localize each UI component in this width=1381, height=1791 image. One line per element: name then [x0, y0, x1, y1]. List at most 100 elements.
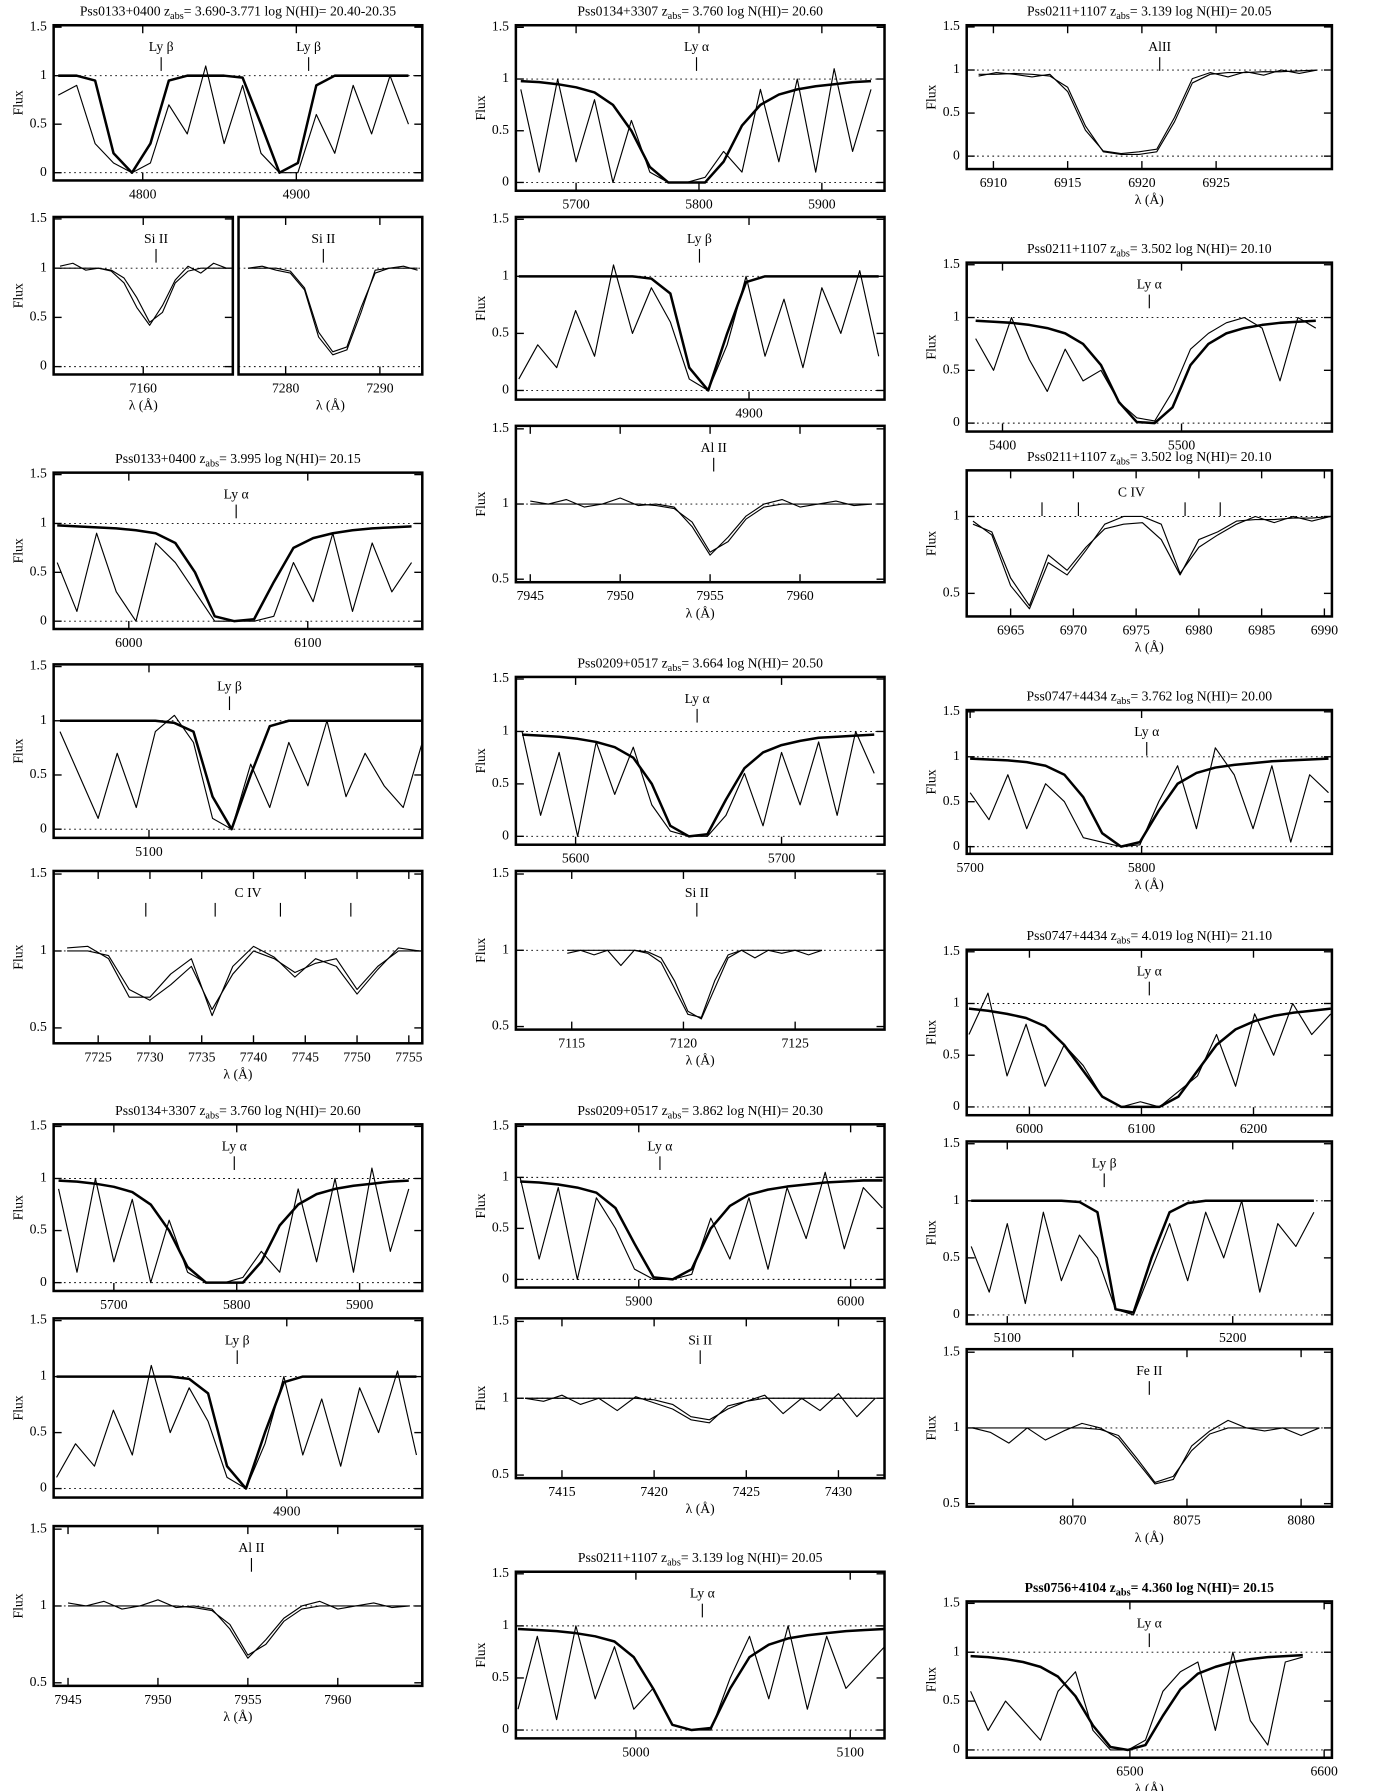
x-tick-label: 7955 [234, 1692, 262, 1707]
y-axis-label: Flux [11, 538, 26, 563]
title-part: = 4.360 log N(HI)= 20.15 [1131, 1580, 1275, 1596]
title-part: Pss0211+1107 z [1027, 449, 1116, 464]
y-tick-label: 0 [502, 827, 509, 842]
y-axis-label: Flux [473, 95, 488, 120]
x-tick-label: 4900 [735, 406, 763, 421]
title-part: Pss0756+4104 z [1025, 1580, 1116, 1595]
y-tick-label: 0 [953, 1098, 960, 1113]
y-tick-label: 1.5 [943, 256, 960, 271]
x-tick-label: 7950 [606, 588, 634, 603]
title-part: abs [668, 12, 682, 23]
panel-title: Pss0211+1107 zabs= 3.139 log N(HI)= 20.0… [578, 1550, 823, 1569]
fit [975, 319, 1316, 425]
y-tick-label: 1.5 [492, 1565, 509, 1580]
plot-frame [514, 215, 886, 401]
y-tick-label: 0.5 [30, 1424, 47, 1439]
fit [521, 733, 875, 838]
x-tick-label: 7945 [517, 588, 545, 603]
y-tick-label: 1 [502, 723, 509, 738]
panel-title: Pss0211+1107 zabs= 3.502 log N(HI)= 20.1… [1027, 241, 1272, 260]
x-tick-label: 7960 [786, 588, 814, 603]
title-part: = 3.995 log N(HI)= 20.15 [219, 451, 361, 467]
x-tick-label: 6600 [1310, 1764, 1338, 1779]
y-tick-label: 0.5 [943, 585, 960, 600]
y-tick-label: 1.5 [30, 210, 47, 225]
y-tick-label: 0.5 [30, 766, 47, 781]
y-tick-label: 0 [953, 838, 960, 853]
plot-frame [965, 469, 1334, 618]
panel: 7280 7290 λ (Å) Si II [237, 215, 424, 414]
y-axis-label: Flux [924, 334, 939, 359]
fit [517, 1627, 885, 1732]
spectrum [968, 992, 1332, 1108]
fit [67, 950, 420, 1011]
x-tick-label: 8080 [1287, 1513, 1315, 1528]
y-tick-label: 1.5 [492, 1313, 509, 1328]
y-axis-label: Flux [473, 938, 488, 963]
x-tick-label: 6200 [1240, 1121, 1268, 1136]
y-tick-label: 0.5 [943, 1046, 960, 1061]
y-tick-label: 0 [40, 1480, 47, 1495]
fit [520, 79, 872, 184]
panel-title: Pss0209+0517 zabs= 3.664 log N(HI)= 20.5… [577, 656, 823, 675]
x-tick-label: 6000 [115, 635, 143, 650]
panel-title: Pss0134+3307 zabs= 3.760 log N(HI)= 20.6… [577, 4, 823, 23]
title-part: abs [667, 1558, 681, 1569]
line-label: Ly α [685, 691, 710, 706]
x-tick-label: 4900 [273, 1504, 301, 1519]
line-label: Si II [688, 1332, 712, 1347]
y-tick-label: 1.5 [30, 1520, 47, 1535]
x-tick-label: 6915 [1054, 175, 1082, 190]
y-tick-label: 1 [502, 70, 509, 85]
y-tick-label: 1.5 [943, 703, 960, 718]
spectrum [978, 69, 1318, 155]
panel: Pss0134+3307 zabs= 3.760 log N(HI)= 20.6… [473, 4, 886, 212]
x-axis-label: λ (Å) [223, 1709, 252, 1725]
spectrum [972, 515, 1331, 610]
panel-title: Pss0133+0400 zabs= 3.995 log N(HI)= 20.1… [115, 451, 361, 470]
x-axis-label: λ (Å) [686, 605, 715, 621]
title-part: Pss0133+0400 z [115, 451, 205, 466]
x-axis-label: λ (Å) [686, 1501, 715, 1517]
x-tick-label: 7430 [825, 1484, 853, 1499]
y-tick-label: 0.5 [30, 1674, 47, 1689]
y-tick-label: 1 [40, 942, 47, 957]
spectrum [975, 316, 1317, 422]
spectrum [58, 1167, 410, 1284]
panel: Pss0209+0517 zabs= 3.664 log N(HI)= 20.5… [473, 656, 886, 866]
y-tick-label: 1 [953, 508, 960, 523]
x-tick-label: 5600 [562, 851, 590, 866]
line-label: Ly α [1134, 724, 1159, 739]
line-label: Ly α [1137, 277, 1162, 292]
spectrum [247, 265, 418, 356]
x-tick-label: 6975 [1122, 622, 1150, 637]
y-tick-label: 1.5 [492, 420, 509, 435]
title-part: abs [1117, 936, 1131, 947]
y-tick-label: 1.5 [30, 1118, 47, 1133]
y-tick-label: 0.5 [943, 793, 960, 808]
x-tick-label: 6100 [1128, 1121, 1156, 1136]
plot-frame [965, 708, 1334, 856]
title-part: Pss0134+3307 z [115, 1103, 205, 1118]
y-axis-label: Flux [11, 1593, 26, 1618]
y-axis-label: Flux [924, 1020, 939, 1045]
title-part: Pss0134+3307 z [577, 4, 667, 19]
plot-frame [237, 215, 424, 376]
line-label: C IV [1118, 484, 1145, 499]
x-tick-label: 6000 [837, 1294, 865, 1309]
plot-frame [52, 869, 424, 1045]
x-tick-label: 5200 [1219, 1330, 1247, 1345]
line-label: Al II [701, 440, 728, 455]
panel: Pss0133+0400 zabs= 3.995 log N(HI)= 20.1… [11, 451, 424, 650]
x-tick-label: 6985 [1248, 622, 1276, 637]
panel-title: Pss0747+4434 zabs= 4.019 log N(HI)= 21.1… [1027, 928, 1273, 947]
x-axis-label: λ (Å) [1135, 192, 1164, 208]
spectrum [59, 262, 227, 326]
y-axis-label: Flux [11, 283, 26, 308]
y-tick-label: 1 [953, 1192, 960, 1207]
x-tick-label: 5800 [685, 197, 713, 212]
y-tick-label: 0 [953, 147, 960, 162]
y-tick-label: 1.5 [943, 1595, 960, 1610]
line-label: Si II [144, 231, 168, 246]
